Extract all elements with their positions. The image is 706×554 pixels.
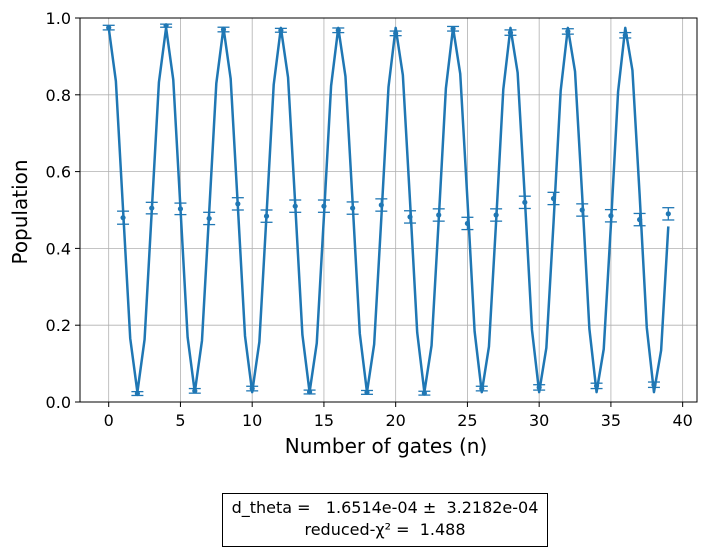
fit-reduced-chi2-text: reduced-χ² = 1.488: [304, 520, 466, 539]
data-point: [479, 385, 485, 392]
data-point: [106, 25, 112, 31]
data-point: [536, 384, 542, 391]
data-point: [292, 203, 298, 209]
data-point: [206, 215, 212, 222]
data-point: [163, 23, 169, 29]
data-point: [651, 382, 657, 388]
data-point: [436, 212, 442, 218]
data-point: [278, 27, 284, 33]
x-tick-label: 10: [242, 411, 262, 430]
y-axis-label: Population: [8, 159, 32, 264]
data-point: [493, 212, 499, 218]
data-point: [120, 215, 126, 221]
data-point: [608, 213, 614, 219]
data-point: [665, 211, 671, 217]
data-point: [149, 205, 155, 211]
x-tick-label: 40: [672, 411, 692, 430]
data-point: [622, 32, 628, 38]
fit-curve-layer: [107, 26, 670, 394]
plot-frame: [79, 17, 698, 403]
data-point: [522, 199, 528, 205]
data-point: [393, 30, 399, 36]
data-point: [593, 383, 600, 389]
data-point: [263, 213, 270, 219]
data-point: [565, 28, 571, 35]
x-tick-label: 30: [529, 411, 549, 430]
data-point: [464, 220, 471, 227]
x-tick-label: 0: [104, 411, 114, 430]
data-point: [421, 390, 427, 396]
x-tick-label: 35: [601, 411, 621, 430]
data-point: [177, 206, 184, 212]
data-point: [321, 203, 327, 209]
data-point: [335, 27, 341, 33]
x-tick-label: 5: [175, 411, 185, 430]
data-point: [579, 207, 585, 213]
y-tick-label: 0.2: [46, 316, 71, 335]
y-tick-label: 0.8: [46, 86, 71, 105]
fit-result-box: d_theta = 1.6514e-04 ± 3.2182e-04 reduce…: [222, 493, 548, 547]
fit-curve: [107, 26, 670, 394]
data-point: [407, 214, 413, 220]
data-point: [507, 29, 514, 36]
data-point: [192, 388, 198, 394]
data-point: [306, 389, 313, 395]
y-tick-label: 0.4: [46, 239, 71, 258]
data-point: [350, 205, 356, 211]
data-point: [220, 26, 227, 33]
data-points-layer: [106, 23, 671, 397]
data-point: [450, 26, 456, 32]
data-point: [378, 202, 384, 208]
x-tick-label: 15: [314, 411, 334, 430]
ticks-layer: 0 5 10 15 20 25 30 35 40 0.0 0.2 0.4 0.6 0.8 1.0: [46, 9, 693, 430]
data-point: [235, 201, 241, 207]
x-axis-label: Number of gates (n): [285, 434, 488, 458]
data-point: [364, 389, 370, 395]
x-tick-label: 20: [385, 411, 405, 430]
data-point: [249, 385, 255, 392]
x-tick-label: 25: [457, 411, 477, 430]
y-tick-label: 1.0: [46, 9, 71, 28]
data-point: [550, 195, 557, 202]
data-point: [637, 217, 643, 223]
y-tick-label: 0.6: [46, 163, 71, 182]
y-tick-label: 0.0: [46, 393, 71, 412]
data-point: [134, 390, 140, 397]
fit-d-theta-text: d_theta = 1.6514e-04 ± 3.2182e-04: [231, 498, 539, 517]
